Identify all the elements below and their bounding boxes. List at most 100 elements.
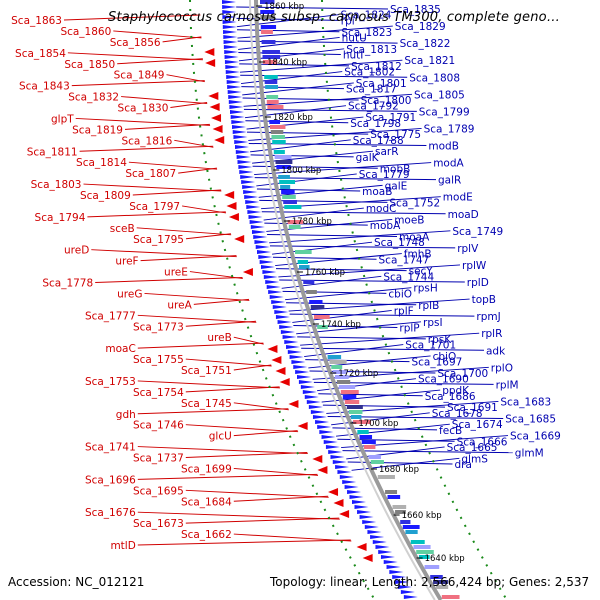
gene-label-left: glcU <box>209 431 232 443</box>
gene-arrow-right-strand <box>272 305 287 309</box>
gene-label-left: Sca_1819 <box>72 124 123 136</box>
gene-label-connector <box>87 211 226 218</box>
gene-block <box>357 430 369 434</box>
gene-arrow-right-strand <box>247 210 262 214</box>
gene-block <box>287 220 304 224</box>
gene-arrow-right-strand <box>312 415 327 419</box>
gene-block <box>282 195 296 199</box>
gene-label-right: hutU <box>342 32 367 44</box>
gene-arrow-right-strand <box>222 0 236 4</box>
gene-label-left: Sca_1816 <box>121 135 172 147</box>
gene-block <box>280 185 291 189</box>
gene-label-right: cbiO <box>433 351 457 363</box>
gene-label-right: Sca_1808 <box>409 72 460 84</box>
gene-block <box>400 520 411 524</box>
gene-label-left: Sca_1803 <box>31 179 82 191</box>
gene-arrow-left-strand <box>208 92 219 100</box>
gene-arrow-right-strand <box>230 110 245 114</box>
gene-label-connector <box>233 533 352 542</box>
gene-label-connector <box>347 461 453 465</box>
left-marker-dots <box>189 0 376 600</box>
gene-block <box>348 410 363 414</box>
gene-block <box>392 505 407 509</box>
gene-label-connector <box>256 188 361 192</box>
gene-label-connector <box>243 108 417 112</box>
gene-arrow-right-strand <box>289 355 304 359</box>
gene-label-connector <box>237 25 393 39</box>
gene-label-connector <box>236 6 389 10</box>
gene-block <box>416 550 434 554</box>
gene-arrow-right-strand <box>328 450 343 454</box>
right-marker-dots <box>321 0 508 600</box>
gene-label-left: Sca_1673 <box>133 518 184 530</box>
gene-block <box>410 540 425 544</box>
gene-label-right: Sca_1798 <box>350 118 401 130</box>
gene-arrow-left-strand <box>226 202 237 210</box>
gene-block <box>342 395 357 399</box>
gene-arrow-right-strand <box>298 380 313 384</box>
gene-label-right: Sca_1747 <box>379 254 430 266</box>
gene-block <box>424 565 440 569</box>
gene-arrow-right-strand <box>282 335 297 339</box>
gene-arrow-right-strand <box>315 420 330 424</box>
gene-arrow-right-strand <box>263 275 278 279</box>
gene-arrow-right-strand <box>222 10 237 14</box>
gene-arrow-right-strand <box>291 360 306 364</box>
backbone-line <box>254 0 443 600</box>
gene-block <box>317 325 328 329</box>
gene-label-right: Sca_1665 <box>447 442 498 454</box>
gene-label-connector <box>289 313 475 317</box>
gene-block <box>306 290 317 294</box>
gene-label-connector <box>245 120 349 124</box>
gene-label-right: Sca_1805 <box>414 89 465 101</box>
gene-label-right: Sca_1812 <box>351 61 402 73</box>
gene-label-connector <box>75 117 211 126</box>
gene-arrow-right-strand <box>367 530 382 534</box>
gene-label-connector <box>193 298 250 305</box>
gene-label-right: Sca_1817 <box>346 84 397 96</box>
gene-label-connector <box>128 161 218 170</box>
gene-label-right: rplW <box>462 260 487 272</box>
gene-block <box>327 355 342 359</box>
gene-label-left: Sca_1809 <box>80 190 131 202</box>
gene-arrow-left-strand <box>211 114 222 122</box>
gene-label-left: Sca_1662 <box>181 529 232 541</box>
gene-block <box>262 60 278 64</box>
gene-label-connector <box>185 233 231 240</box>
gene-block <box>333 370 348 374</box>
gene-arrow-right-strand <box>262 270 277 274</box>
gene-block <box>313 315 330 319</box>
gene-label-connector <box>264 222 368 226</box>
gene-block <box>370 460 384 464</box>
gene-arrow-right-strand <box>226 75 241 79</box>
gene-label-right: Sca_1752 <box>389 197 440 209</box>
gene-label-connector <box>236 17 339 21</box>
gene-arrow-right-strand <box>378 550 393 554</box>
gene-block <box>281 190 295 194</box>
gene-block <box>261 40 276 44</box>
gene-label-right: rpsI <box>423 317 443 329</box>
kbp-tick-label: 1820 kbp <box>273 113 313 123</box>
gene-block <box>265 85 278 89</box>
genome-backbone <box>189 0 508 600</box>
gene-label-connector <box>79 145 214 152</box>
gene-label-left: ureD <box>64 245 89 257</box>
gene-label-right: Sca_1686 <box>425 391 476 403</box>
gene-block <box>335 375 349 379</box>
gene-label-connector <box>113 30 202 39</box>
gene-block <box>331 365 343 369</box>
gene-arrow-right-strand <box>251 230 266 234</box>
gene-label-connector <box>317 378 417 392</box>
gene-arrow-right-strand <box>242 185 257 189</box>
gene-block <box>413 545 431 549</box>
gene-label-connector <box>244 105 347 119</box>
gene-block <box>433 580 449 584</box>
gene-label-right: hutI <box>343 50 364 62</box>
gene-label-right: Sca_1691 <box>447 402 498 414</box>
gene-label-right: rplB <box>418 300 439 312</box>
gene-arrow-right-strand <box>293 365 308 369</box>
gene-block <box>441 595 460 599</box>
gene-arrow-right-strand <box>403 595 418 599</box>
gene-label-left: Sca_1849 <box>114 70 165 82</box>
gene-block <box>395 510 406 514</box>
